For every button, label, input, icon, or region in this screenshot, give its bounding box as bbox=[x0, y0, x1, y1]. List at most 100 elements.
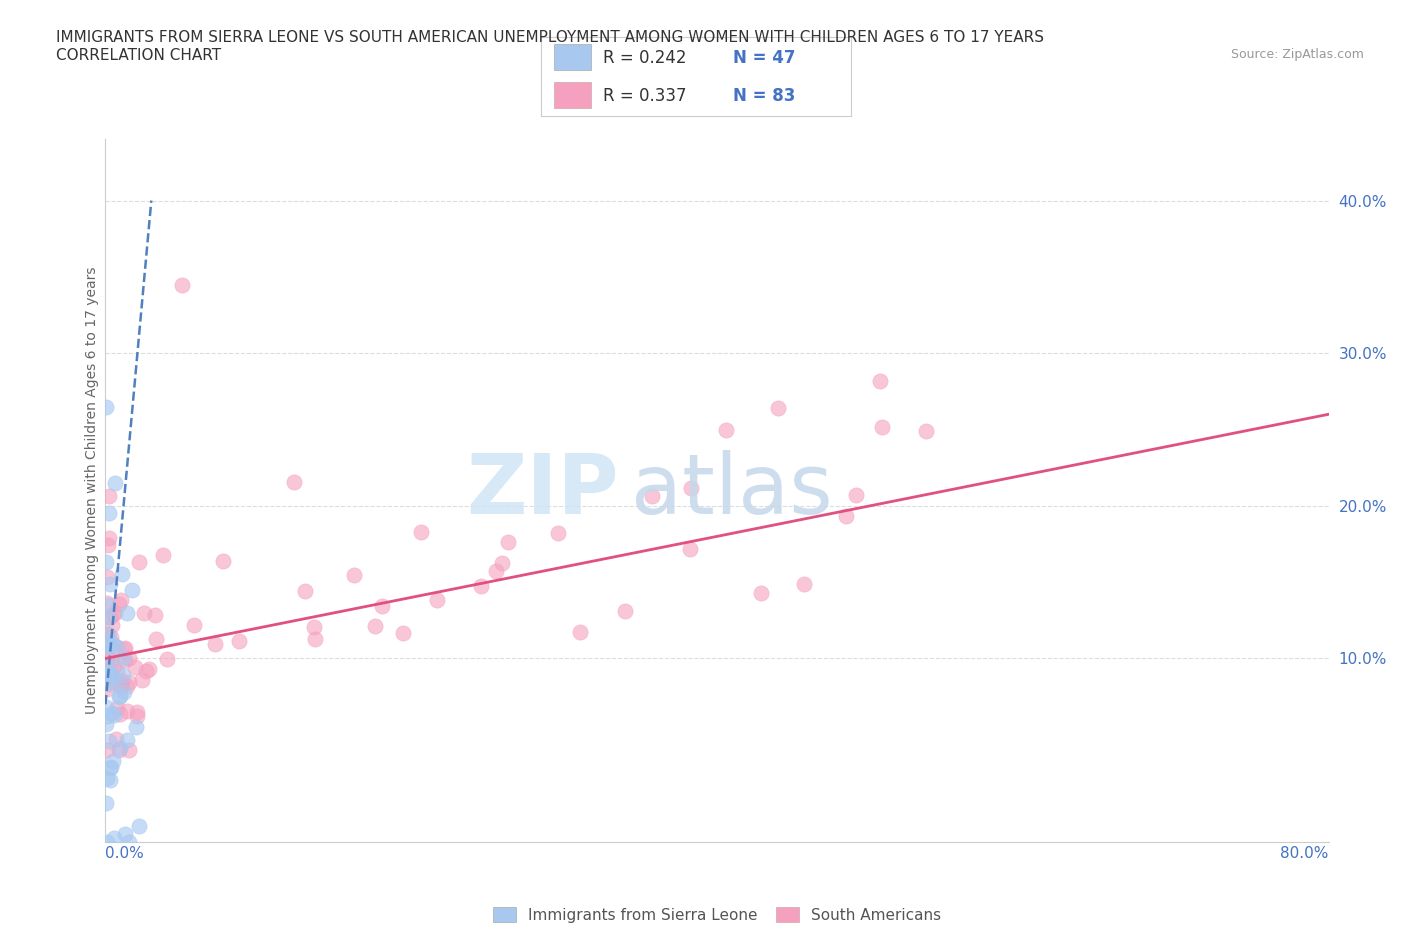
Point bbox=[128, 554, 150, 569]
Point bbox=[156, 651, 179, 666]
Point bbox=[114, 827, 136, 842]
Point bbox=[679, 481, 702, 496]
Point bbox=[115, 704, 138, 719]
Point bbox=[103, 753, 125, 768]
Point bbox=[97, 658, 120, 672]
Point bbox=[104, 475, 127, 490]
Text: R = 0.337: R = 0.337 bbox=[603, 86, 686, 105]
Point bbox=[766, 401, 789, 416]
Point bbox=[134, 605, 156, 620]
Point bbox=[125, 719, 148, 734]
Point bbox=[294, 584, 316, 599]
Point bbox=[392, 626, 415, 641]
Point bbox=[108, 690, 131, 705]
Point bbox=[98, 664, 121, 679]
Point bbox=[104, 671, 127, 686]
Text: N = 47: N = 47 bbox=[733, 48, 796, 67]
Text: ZIP: ZIP bbox=[467, 450, 619, 531]
Text: Source: ZipAtlas.com: Source: ZipAtlas.com bbox=[1230, 48, 1364, 61]
Point bbox=[749, 585, 772, 600]
Point bbox=[98, 734, 121, 749]
Point bbox=[110, 678, 132, 693]
Point bbox=[283, 474, 305, 489]
Point bbox=[105, 664, 128, 679]
Point bbox=[103, 830, 125, 845]
Point bbox=[304, 631, 326, 646]
Point bbox=[96, 555, 118, 570]
Point bbox=[111, 566, 134, 581]
Point bbox=[845, 487, 868, 502]
Point bbox=[211, 553, 233, 568]
Point bbox=[409, 525, 432, 539]
Point bbox=[228, 633, 250, 648]
Point bbox=[96, 596, 118, 611]
Point bbox=[117, 605, 139, 620]
Point bbox=[103, 659, 125, 674]
Point bbox=[110, 592, 132, 607]
Point bbox=[470, 578, 492, 593]
Point bbox=[112, 684, 135, 699]
Point bbox=[108, 706, 131, 721]
Point bbox=[547, 525, 569, 540]
Point bbox=[114, 653, 136, 668]
Point bbox=[105, 640, 128, 655]
Point bbox=[568, 625, 591, 640]
Point bbox=[110, 680, 132, 695]
Point bbox=[101, 635, 124, 650]
Point bbox=[108, 597, 131, 612]
Point bbox=[491, 555, 513, 570]
Point bbox=[914, 424, 936, 439]
Point bbox=[111, 674, 134, 689]
Point bbox=[364, 619, 387, 634]
Text: atlas: atlas bbox=[631, 450, 834, 531]
Point bbox=[870, 419, 893, 434]
Point bbox=[98, 530, 121, 545]
Text: IMMIGRANTS FROM SIERRA LEONE VS SOUTH AMERICAN UNEMPLOYMENT AMONG WOMEN WITH CHI: IMMIGRANTS FROM SIERRA LEONE VS SOUTH AM… bbox=[56, 30, 1045, 45]
Point bbox=[869, 374, 891, 389]
Point bbox=[103, 708, 125, 723]
Point bbox=[96, 569, 118, 584]
Point bbox=[100, 652, 122, 667]
Point bbox=[101, 606, 124, 621]
Point bbox=[170, 277, 193, 292]
Point bbox=[426, 592, 449, 607]
Point bbox=[98, 667, 121, 682]
Point bbox=[98, 609, 121, 624]
Point bbox=[204, 637, 226, 652]
Point bbox=[96, 399, 118, 414]
Point bbox=[98, 773, 121, 788]
Point bbox=[183, 618, 205, 633]
Point bbox=[97, 627, 120, 642]
Bar bbox=[554, 82, 591, 109]
Point bbox=[98, 634, 121, 649]
Point bbox=[714, 423, 737, 438]
Point bbox=[96, 682, 118, 697]
Point bbox=[96, 771, 118, 786]
Point bbox=[96, 717, 118, 732]
Bar bbox=[554, 45, 591, 71]
Point bbox=[112, 668, 135, 683]
Legend: Immigrants from Sierra Leone, South Americans: Immigrants from Sierra Leone, South Amer… bbox=[486, 900, 948, 929]
Point bbox=[125, 705, 148, 720]
Y-axis label: Unemployment Among Women with Children Ages 6 to 17 years: Unemployment Among Women with Children A… bbox=[84, 267, 98, 714]
Point bbox=[498, 535, 520, 550]
Text: 0.0%: 0.0% bbox=[105, 846, 145, 861]
Point bbox=[679, 542, 702, 557]
Point bbox=[100, 630, 122, 644]
Point bbox=[96, 639, 118, 654]
Point bbox=[96, 699, 118, 714]
Point bbox=[371, 599, 394, 614]
Point bbox=[125, 709, 148, 724]
Point bbox=[98, 677, 121, 692]
Point bbox=[98, 506, 121, 521]
Point bbox=[118, 675, 141, 690]
Point bbox=[108, 740, 131, 755]
Point bbox=[115, 732, 138, 747]
Point bbox=[485, 564, 508, 578]
Point bbox=[124, 660, 146, 675]
Point bbox=[135, 664, 157, 679]
Point bbox=[117, 651, 139, 666]
Text: 80.0%: 80.0% bbox=[1281, 846, 1329, 861]
Point bbox=[105, 700, 128, 715]
Point bbox=[108, 743, 131, 758]
